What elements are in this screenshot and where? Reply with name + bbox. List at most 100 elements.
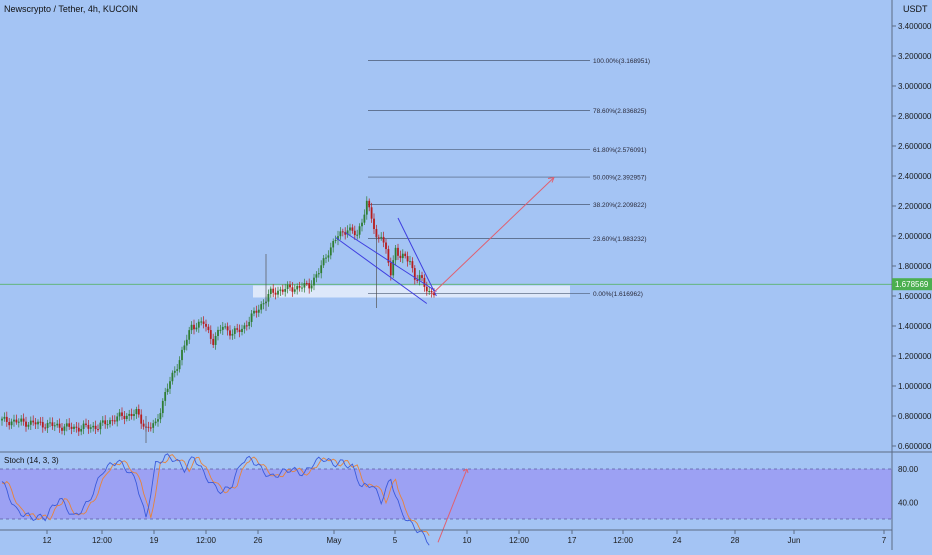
candle-body [159, 413, 162, 420]
fib-level-label: 78.60%(2.836825) [593, 108, 647, 115]
candle-body [296, 286, 299, 290]
stoch-k-line [1, 453, 430, 546]
candle-body [17, 421, 20, 423]
stoch-tick-label: 80.00 [898, 465, 919, 474]
candle-body [212, 338, 215, 345]
candle-body [65, 423, 68, 427]
price-tick-label: 1.800000 [898, 262, 932, 271]
candle-body [221, 326, 224, 330]
candle-body [197, 321, 200, 328]
candle-body [63, 426, 66, 431]
candle-body [363, 214, 366, 223]
candle-body [106, 424, 109, 426]
candle-body [149, 427, 152, 429]
candle-body [61, 427, 63, 431]
candle-body [133, 414, 135, 417]
candle-body [260, 304, 263, 310]
candle-body [332, 241, 335, 248]
candle-body [130, 413, 133, 417]
candle-body [317, 273, 320, 275]
candle-body [121, 412, 123, 416]
candle-body [277, 290, 279, 295]
candle-body [245, 325, 248, 327]
candle-body [58, 423, 61, 428]
candle-body [171, 372, 174, 382]
candle-body [418, 275, 421, 281]
candle-body [349, 227, 351, 231]
candle-body [327, 255, 330, 258]
candle-body [303, 283, 306, 288]
candle-body [397, 247, 399, 256]
candle-body [195, 327, 198, 330]
time-tick-label: 12:00 [509, 536, 530, 545]
candle-body [181, 349, 183, 361]
candle-body [70, 426, 73, 429]
candle-body [41, 422, 44, 428]
candle-body [178, 360, 181, 370]
price-tick-label: 1.400000 [898, 322, 932, 331]
fib-level-label: 50.00%(2.392957) [593, 175, 647, 182]
price-tick-label: 2.000000 [898, 232, 932, 241]
candle-body [301, 287, 303, 289]
time-tick-label: 19 [150, 536, 159, 545]
candle-body [423, 277, 426, 287]
candle-body [341, 231, 344, 233]
wedge-upper-line [344, 232, 437, 292]
candle-body [37, 421, 39, 425]
candle-body [125, 415, 128, 419]
candle-body [284, 288, 287, 292]
candle-body [421, 275, 423, 278]
price-tick-label: 2.600000 [898, 142, 932, 151]
candle-body [10, 421, 13, 426]
candle-body [142, 423, 145, 427]
candle-body [325, 257, 327, 259]
candle-body [315, 274, 318, 278]
wedge-lower-line [335, 237, 428, 304]
candle-body [308, 283, 311, 289]
candle-body [267, 293, 270, 302]
candle-body [164, 391, 167, 401]
candle-body [27, 424, 30, 427]
fib-level-label: 23.60%(1.983232) [593, 236, 647, 243]
candle-body [404, 253, 407, 257]
price-tick-label: 1.600000 [898, 292, 932, 301]
candle-body [185, 339, 188, 346]
candle-body [113, 420, 116, 422]
candle-body [255, 310, 258, 313]
candle-body [373, 218, 375, 230]
candle-body [425, 286, 428, 292]
price-pane[interactable]: 100.00%(3.168951) 78.60%(2.836825) 61.80%(… [0, 58, 892, 443]
candle-body [147, 426, 150, 428]
candle-body [226, 326, 229, 331]
candle-body [154, 421, 157, 424]
candle-body [289, 284, 291, 288]
candle-body [82, 423, 85, 429]
candle-body [13, 419, 15, 422]
fib-level-label: 0.00%(1.616962) [593, 291, 643, 298]
candle-body [73, 426, 75, 429]
candle-body [56, 423, 59, 426]
candle-body [173, 370, 176, 373]
candle-body [89, 427, 92, 429]
time-tick-label: 7 [882, 536, 887, 545]
candle-body [281, 289, 284, 292]
time-tick-label: May [326, 536, 341, 545]
time-tick-label: 5 [393, 536, 398, 545]
candle-body [109, 420, 111, 425]
projection-arrow [431, 177, 555, 295]
currency-label: USDT [903, 4, 928, 14]
candle-body [140, 414, 143, 424]
candle-body [46, 422, 49, 429]
candle-body [351, 227, 354, 231]
stochastic-pane[interactable] [0, 453, 892, 546]
candle-body [190, 324, 193, 331]
time-tick-label: 12:00 [92, 536, 113, 545]
candle-body [200, 321, 203, 323]
projection-arrowhead [547, 177, 555, 183]
candle-body [111, 420, 114, 422]
candle-body [8, 421, 11, 426]
candle-body [356, 234, 359, 236]
candle-body [411, 261, 414, 269]
